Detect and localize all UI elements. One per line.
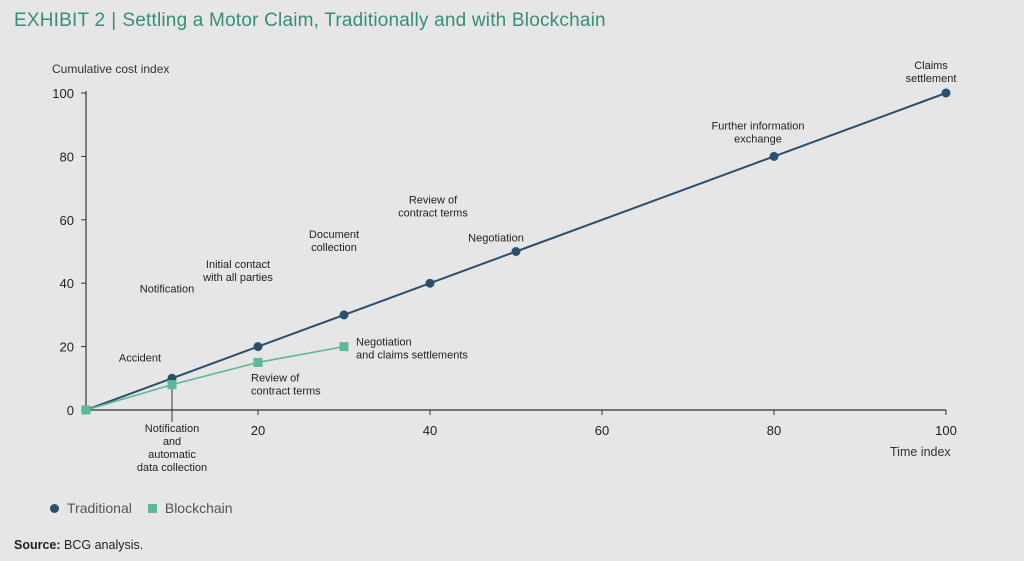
data-annotation-label: Claims settlement	[906, 60, 957, 85]
data-annotation-label: Initial contact with all parties	[202, 259, 273, 284]
x-tick-label: 20	[251, 423, 265, 438]
x-tick-label: 80	[767, 423, 781, 438]
traditional-point	[511, 247, 521, 256]
traditional-point	[941, 88, 951, 98]
traditional-point	[425, 278, 435, 288]
x-tick-label: 100	[935, 423, 957, 438]
traditional-point	[769, 151, 779, 161]
y-tick-label: 0	[67, 403, 74, 418]
y-tick-label: 80	[60, 149, 74, 164]
data-annotation-label: Further information exchange	[712, 120, 805, 145]
data-annotation-label: Notification	[140, 284, 194, 296]
y-tick-label: 60	[60, 213, 74, 228]
legend-blockchain-marker	[147, 503, 157, 513]
legend: Traditional Blockchain	[50, 500, 233, 516]
chart-title: EXHIBIT 2 | Settling a Motor Claim, Tradit…	[14, 10, 606, 32]
x-axis-label: Time index	[890, 445, 951, 459]
data-annotation-label: Negotiation and claims settlements	[356, 337, 468, 362]
traditional-point	[339, 310, 349, 320]
title-text: Settling a Motor Claim, Traditionally an…	[122, 10, 606, 31]
blockchain-point	[167, 380, 177, 390]
source-note: Source: BCG analysis.	[14, 538, 143, 552]
legend-traditional-label: Traditional	[67, 500, 132, 516]
y-axis-label: Cumulative cost index	[52, 62, 170, 76]
blockchain-point	[253, 357, 263, 367]
traditional-point	[253, 342, 263, 352]
source-label: Source:	[14, 538, 61, 552]
exhibit-label: EXHIBIT 2	[14, 10, 106, 31]
title-separator: |	[111, 10, 117, 31]
data-annotation-label: Negotiation	[468, 233, 524, 245]
y-tick-label: 40	[60, 276, 74, 291]
y-tick-label: 20	[60, 340, 74, 355]
x-tick-label: 40	[423, 423, 437, 438]
y-tick-label: 100	[52, 86, 74, 101]
legend-blockchain-label: Blockchain	[164, 500, 233, 516]
data-annotation-label: Notification and automatic data collection	[137, 423, 207, 474]
series-line-blockchain	[85, 345, 345, 411]
legend-traditional-marker	[50, 503, 59, 513]
series-line-traditional	[85, 92, 947, 411]
x-tick-label: 60	[595, 423, 609, 438]
data-annotation-label: Accident	[119, 352, 161, 364]
blockchain-point	[81, 405, 91, 415]
data-annotation-label: Review of contract terms	[251, 372, 321, 397]
data-annotation-label: Review of contract terms	[398, 195, 468, 220]
source-text: BCG analysis.	[64, 538, 144, 552]
blockchain-point	[339, 342, 349, 352]
data-annotation-label: Document collection	[309, 229, 359, 254]
